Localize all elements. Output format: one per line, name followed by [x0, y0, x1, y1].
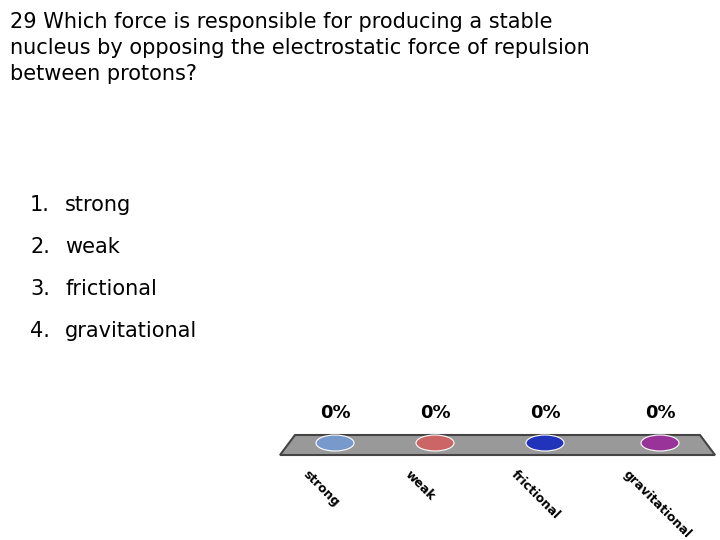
- Ellipse shape: [416, 435, 454, 451]
- Text: strong: strong: [65, 195, 131, 215]
- Text: 0%: 0%: [320, 404, 351, 422]
- Text: strong: strong: [301, 468, 342, 509]
- Text: weak: weak: [65, 237, 120, 257]
- Text: 0%: 0%: [530, 404, 560, 422]
- Text: nucleus by opposing the electrostatic force of repulsion: nucleus by opposing the electrostatic fo…: [10, 38, 590, 58]
- Text: 29 Which force is responsible for producing a stable: 29 Which force is responsible for produc…: [10, 12, 552, 32]
- Text: between protons?: between protons?: [10, 64, 197, 84]
- Polygon shape: [280, 435, 715, 455]
- Text: gravitational: gravitational: [621, 468, 694, 540]
- Text: frictional: frictional: [509, 468, 562, 522]
- Text: 3.: 3.: [30, 279, 50, 299]
- Ellipse shape: [316, 435, 354, 451]
- Text: 0%: 0%: [420, 404, 450, 422]
- Text: 1.: 1.: [30, 195, 50, 215]
- Text: 0%: 0%: [644, 404, 675, 422]
- Text: 2.: 2.: [30, 237, 50, 257]
- Text: weak: weak: [402, 468, 438, 503]
- Text: 4.: 4.: [30, 321, 50, 341]
- Text: frictional: frictional: [65, 279, 157, 299]
- Text: gravitational: gravitational: [65, 321, 197, 341]
- Ellipse shape: [641, 435, 679, 451]
- Ellipse shape: [526, 435, 564, 451]
